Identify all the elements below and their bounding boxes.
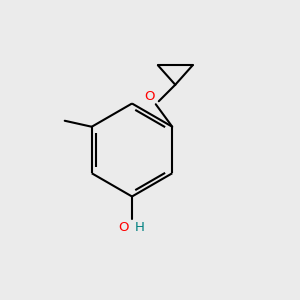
Text: H: H xyxy=(134,221,144,234)
Text: O: O xyxy=(144,90,154,103)
Text: O: O xyxy=(118,221,128,234)
